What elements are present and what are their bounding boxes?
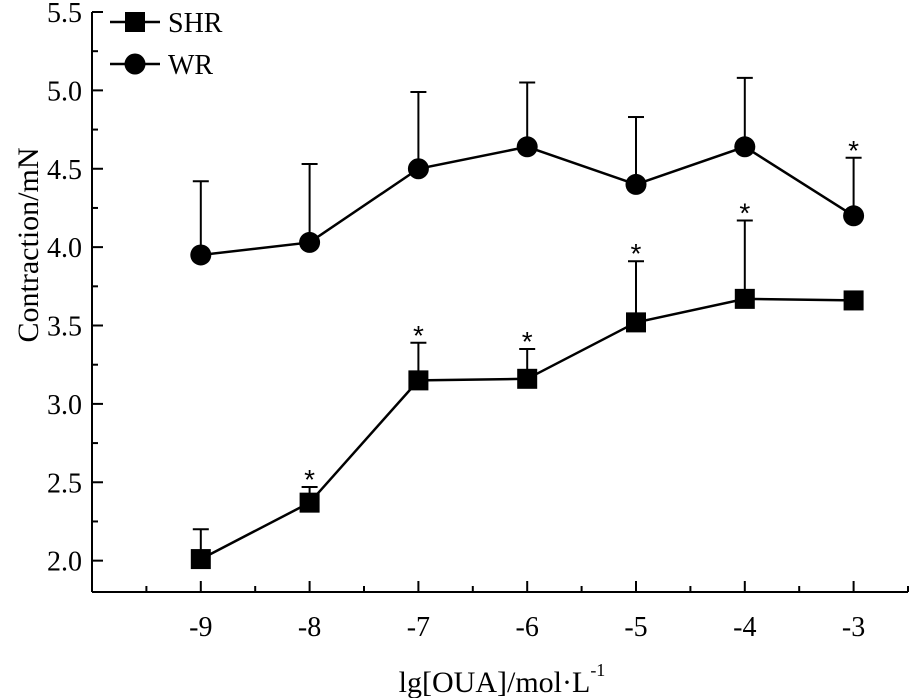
wr-significance-star: * (848, 135, 859, 166)
y-tick-label: 5.0 (47, 76, 82, 107)
shr-point (408, 370, 429, 391)
y-tick-label: 2.0 (47, 547, 82, 578)
wr-point (299, 231, 321, 253)
shr-significance-star: * (739, 197, 750, 228)
axes: 2.0 2.5 3.0 3.5 4.0 4.5 5.0 5.5 -9 -8 -7 -6 -5 -4 -3 (47, 0, 909, 643)
x-axis-title: lg[OUA]/mol·L-1 (399, 660, 606, 698)
legend-item-wr: WR (110, 50, 213, 81)
y-tick-label: 4.0 (47, 233, 82, 264)
shr-significance-star: * (413, 320, 424, 351)
y-tick-label: 3.5 (47, 312, 82, 343)
x-tick-label: -3 (842, 612, 865, 643)
legend: SHR WR (110, 8, 223, 81)
shr-significance-star: * (304, 464, 315, 495)
legend-marker-shr (125, 12, 145, 32)
x-tick-label: -7 (407, 612, 430, 643)
significance-marks: * * * * * * (304, 135, 859, 495)
shr-point (299, 492, 320, 513)
wr-point (516, 136, 538, 158)
shr-point (190, 549, 211, 570)
shr-significance-star: * (522, 326, 533, 357)
data-markers (190, 136, 865, 570)
x-tick-label: -8 (298, 612, 321, 643)
wr-point (843, 205, 865, 227)
wr-point (407, 158, 429, 180)
x-axis-title-text: lg[OUA]/mol·L-1 (399, 660, 606, 698)
legend-marker-wr (124, 53, 146, 75)
legend-item-shr: SHR (110, 8, 223, 39)
wr-point (625, 173, 647, 195)
shr-significance-star: * (631, 238, 642, 269)
x-tick-label: -5 (624, 612, 647, 643)
x-tick-label: -9 (189, 612, 212, 643)
wr-point (734, 136, 756, 158)
shr-point (517, 368, 538, 389)
wr-series-line (200, 145, 855, 257)
shr-point (626, 312, 646, 333)
y-tick-label: 5.5 (47, 0, 82, 29)
y-tick-label: 3.0 (47, 390, 82, 421)
y-tick-label: 2.5 (47, 468, 82, 499)
y-axis-title: Contraction/mN (12, 148, 45, 343)
shr-point (734, 288, 755, 309)
legend-label-wr: WR (168, 50, 213, 81)
legend-label-shr: SHR (168, 8, 223, 39)
shr-point (843, 290, 864, 311)
x-axis-title-superscript: -1 (590, 660, 605, 680)
wr-point (190, 244, 212, 266)
x-tick-label: -4 (733, 612, 756, 643)
x-tick-label: -6 (516, 612, 539, 643)
y-tick-label: 4.5 (47, 155, 82, 186)
